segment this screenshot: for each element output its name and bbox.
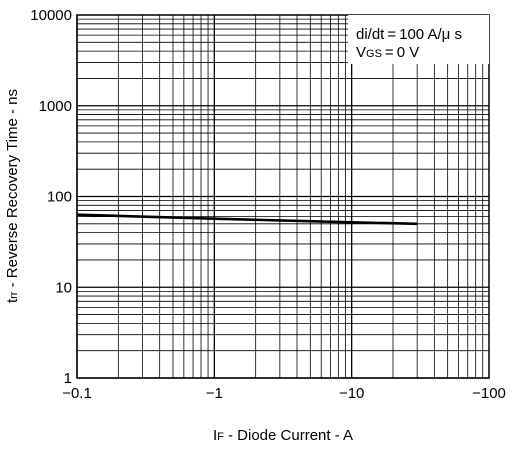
x-axis-title-sub: F <box>217 431 224 443</box>
x-axis-title-rest: - Diode Current - A <box>224 427 353 444</box>
y-tick-label: 10 <box>55 279 72 296</box>
x-tick-label: −100 <box>472 385 506 402</box>
tick-labels: 1 10 100 1000 10000 −0.1 −1 −10 −100 <box>30 7 506 402</box>
legend-line-1: di/dt = 100 A/μ s <box>356 26 462 43</box>
y-tick-label: 1000 <box>39 98 72 115</box>
x-tick-label: −0.1 <box>62 385 92 402</box>
y-axis-title-sub: rr <box>8 291 20 299</box>
y-tick-label: 10000 <box>30 7 72 24</box>
x-tick-label: −10 <box>339 385 364 402</box>
y-tick-label: 1 <box>64 370 72 387</box>
legend-line-2: VGS = 0 V <box>356 44 419 61</box>
x-axis-title: IF - Diode Current - A <box>213 427 353 444</box>
series-layer <box>76 213 418 226</box>
y-axis-title-main: t <box>4 298 21 303</box>
x-tick-label: −1 <box>206 385 223 402</box>
grid-lines <box>76 15 489 379</box>
y-axis-title: trr - Reverse Recovery Time - ns <box>4 89 21 303</box>
x-axis-title-main: I <box>213 427 217 444</box>
plot-frame <box>76 14 490 379</box>
legend-line-2-rest: = 0 V <box>382 44 419 61</box>
legend-box <box>348 15 489 64</box>
legend: di/dt = 100 A/μ s VGS = 0 V <box>348 15 489 64</box>
y-axis-title-rest: - Reverse Recovery Time - ns <box>4 89 21 292</box>
y-tick-label: 100 <box>47 189 72 206</box>
legend-line-2-sub: GS <box>366 48 382 60</box>
legend-line-2-main: V <box>356 44 366 61</box>
series-line-1 <box>76 213 418 226</box>
